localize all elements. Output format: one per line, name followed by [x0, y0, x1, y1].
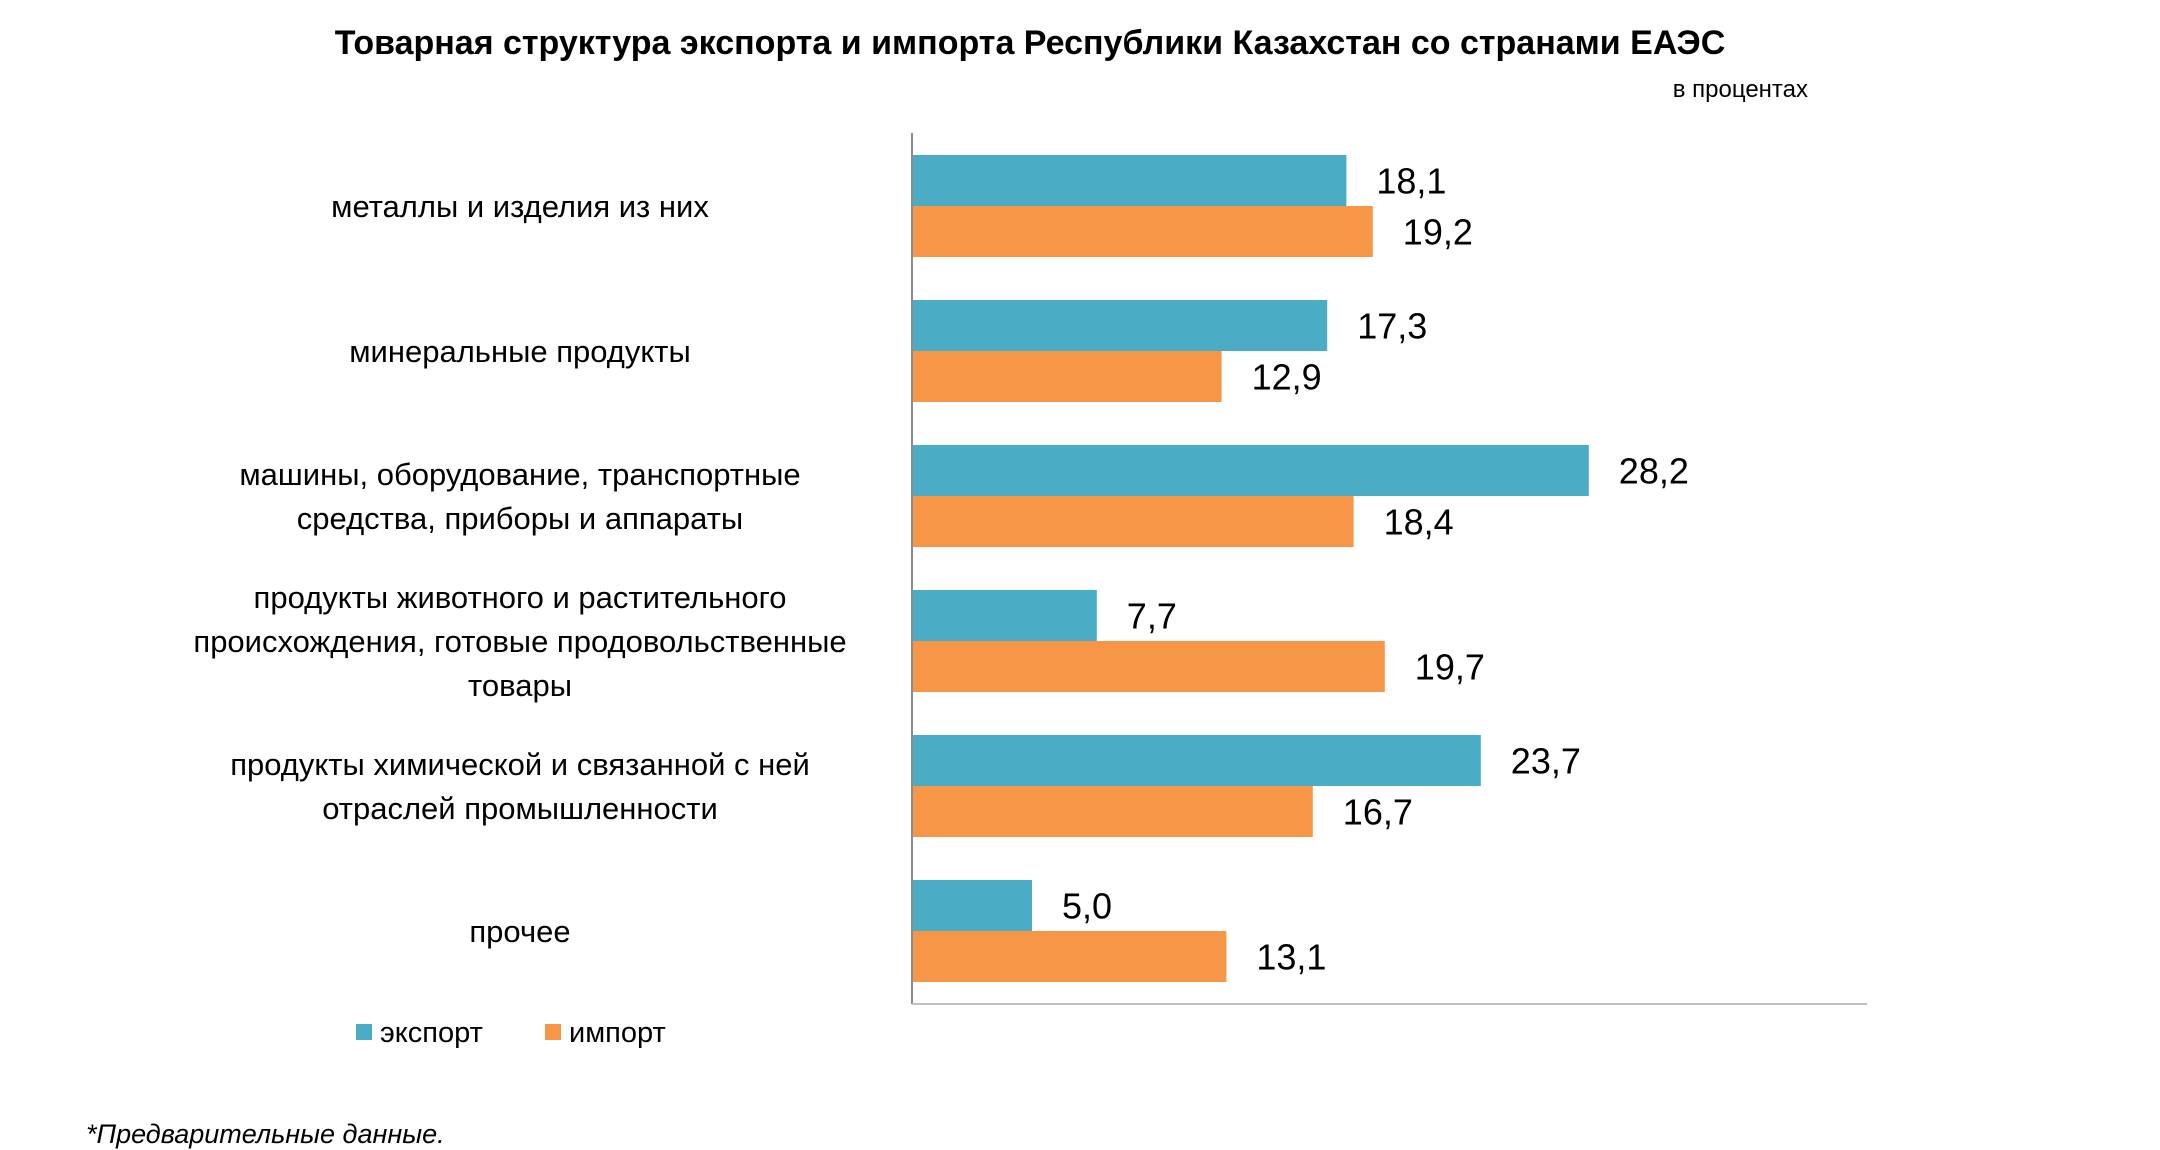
value-label-импорт-2: 18,4 — [1384, 502, 1454, 543]
footnote: *Предварительные данные. — [86, 1119, 445, 1149]
value-label-импорт-4: 16,7 — [1343, 792, 1413, 833]
bar-экспорт-4 — [912, 735, 1481, 786]
bar-экспорт-0 — [912, 155, 1347, 206]
legend-swatch-импорт — [545, 1024, 561, 1040]
category-label-3: товары — [468, 668, 572, 703]
value-label-экспорт-4: 23,7 — [1511, 741, 1581, 782]
legend-label-экспорт: экспорт — [380, 1017, 483, 1049]
value-label-экспорт-5: 5,0 — [1062, 886, 1112, 927]
bar-экспорт-2 — [912, 445, 1589, 496]
value-label-экспорт-2: 28,2 — [1619, 451, 1689, 492]
category-label-5: прочее — [469, 914, 570, 949]
bar-импорт-3 — [912, 641, 1385, 692]
value-label-экспорт-1: 17,3 — [1357, 306, 1427, 347]
bar-импорт-1 — [912, 351, 1222, 402]
bar-импорт-5 — [912, 931, 1227, 982]
category-label-0: металлы и изделия из них — [331, 189, 709, 224]
legend: экспорт импорт — [356, 1017, 666, 1049]
chart-title: Товарная структура экспорта и импорта Ре… — [335, 24, 1726, 62]
bar-экспорт-5 — [912, 880, 1032, 931]
chart-subtitle: в процентах — [1673, 76, 1808, 103]
bar-экспорт-1 — [912, 300, 1328, 351]
value-label-экспорт-3: 7,7 — [1127, 596, 1177, 637]
category-label-3: происхождения, готовые продовольственные — [193, 624, 846, 659]
bar-импорт-0 — [912, 206, 1373, 257]
category-label-4: отраслей промышленности — [322, 791, 718, 826]
value-label-импорт-0: 19,2 — [1403, 212, 1473, 253]
bar-импорт-2 — [912, 496, 1354, 547]
value-label-импорт-5: 13,1 — [1256, 937, 1326, 978]
value-label-импорт-3: 19,7 — [1415, 647, 1485, 688]
value-labels: 18,1 19,2 17,3 12,9 28,2 18,4 7,7 19,7 23,7 16,7 5… — [1062, 161, 1689, 978]
category-labels: металлы и изделия из них минеральные прод… — [193, 189, 846, 949]
category-label-1: минеральные продукты — [349, 334, 691, 369]
legend-swatch-экспорт — [356, 1024, 372, 1040]
bars — [912, 155, 1589, 982]
category-label-2: машины, оборудование, транспортные — [239, 457, 800, 492]
legend-label-импорт: импорт — [569, 1017, 666, 1049]
bar-экспорт-3 — [912, 590, 1097, 641]
value-label-импорт-1: 12,9 — [1252, 357, 1322, 398]
bar-импорт-4 — [912, 786, 1313, 837]
category-label-3: продукты животного и растительного — [254, 580, 787, 615]
category-label-2: средства, приборы и аппараты — [297, 501, 743, 536]
category-label-4: продукты химической и связанной с ней — [230, 747, 810, 782]
value-label-экспорт-0: 18,1 — [1376, 161, 1446, 202]
